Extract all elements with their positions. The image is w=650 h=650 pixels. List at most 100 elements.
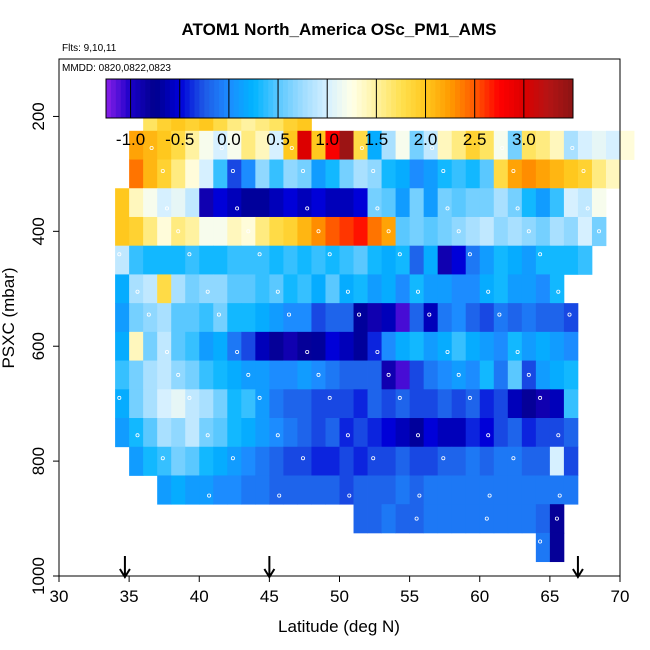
heatmap-cell: [157, 331, 172, 361]
sample-point: [230, 168, 235, 173]
heatmap-cell: [339, 331, 354, 361]
heatmap-cell: [521, 188, 537, 218]
heatmap-cell: [451, 475, 467, 505]
heatmap-cell: [381, 303, 396, 333]
heatmap-cell: [185, 446, 200, 476]
colorbar-segment: [415, 79, 422, 118]
heatmap-cell: [269, 303, 284, 333]
sample-point: [219, 145, 224, 150]
heatmap-cell: [493, 418, 509, 448]
heatmap-cell: [479, 188, 495, 218]
heatmap-cell: [115, 245, 130, 275]
sample-point: [216, 312, 221, 317]
sample-point: [246, 229, 251, 234]
heatmap-cell: [283, 274, 298, 304]
heatmap-cell: [199, 216, 214, 247]
heatmap-cell: [563, 389, 579, 419]
heatmap-cell: [451, 331, 467, 361]
heatmap-cell: [199, 130, 214, 160]
heatmap-cell: [507, 274, 523, 304]
colorbar-segment: [499, 79, 505, 118]
colorbar-segment: [450, 79, 456, 118]
heatmap-cell: [213, 360, 228, 390]
heatmap-cell: [199, 360, 214, 390]
heatmap-cell: [185, 159, 200, 189]
x-tick-label: 40: [190, 587, 209, 606]
heatmap-cell: [409, 245, 425, 275]
colorbar-segment: [273, 79, 279, 118]
heatmap-cell: [549, 216, 565, 247]
colorbar-segment: [479, 79, 486, 118]
heatmap-cell: [521, 130, 537, 160]
heatmap-cell: [269, 389, 284, 419]
heatmap-cell: [381, 274, 396, 304]
x-axis: 30 35 40 45 50 55 60 65 70: [50, 576, 629, 606]
heatmap-cell: [437, 303, 453, 333]
sample-point: [511, 168, 516, 173]
sample-point: [230, 456, 235, 461]
sample-point: [160, 456, 165, 461]
heatmap-cell: [395, 360, 411, 390]
heatmap-cell: [395, 418, 411, 448]
heatmap-cell: [241, 274, 256, 304]
heatmap-cell: [339, 130, 354, 160]
heatmap-cell: [563, 188, 579, 218]
heatmap-cell: [409, 188, 425, 218]
colorbar-segment: [130, 79, 136, 118]
colorbar-segment: [169, 79, 176, 118]
heatmap-cell: [367, 274, 382, 304]
heatmap-cell: [171, 331, 186, 361]
sample-point: [164, 206, 169, 211]
colorbar-segment: [504, 79, 510, 118]
colorbar-segment: [189, 79, 195, 118]
sample-point: [427, 312, 432, 317]
sample-point: [386, 229, 391, 234]
colorbar-segment: [219, 79, 225, 118]
colorbar-segment: [543, 79, 549, 118]
colorbar-segment: [214, 79, 220, 118]
heatmap-cell: [227, 245, 242, 275]
heatmap-cell: [521, 303, 537, 333]
sample-point: [538, 539, 543, 544]
heatmap-cell: [241, 475, 256, 505]
heatmap-cell: [353, 188, 368, 218]
colorbar-segment: [302, 79, 309, 118]
heatmap-cell: [143, 245, 158, 275]
heatmap-cell: [535, 188, 551, 218]
heatmap-cell: [409, 446, 425, 476]
heatmap-cell: [255, 159, 270, 189]
heatmap-cell: [563, 331, 579, 361]
colorbar-segment: [248, 79, 254, 118]
colorbar-segment: [533, 79, 540, 118]
heatmap-cell: [255, 475, 270, 505]
heatmap-cell: [465, 245, 481, 275]
heatmap-cell: [409, 303, 425, 333]
heatmap-cell: [339, 216, 354, 247]
heatmap-cell: [213, 188, 228, 218]
sample-point: [430, 145, 435, 150]
heatmap-cell: [493, 159, 509, 189]
sample-point: [305, 349, 310, 354]
heatmap-cell: [549, 159, 565, 189]
heatmap-cell: [423, 274, 439, 304]
heatmap-cell: [437, 245, 453, 275]
heatmap-cell: [549, 130, 565, 160]
sample-point: [415, 289, 420, 294]
heatmap-cell: [199, 418, 214, 448]
y-tick-label: 200: [29, 102, 48, 130]
heatmap-cell: [451, 389, 467, 419]
colorbar-segment: [553, 79, 559, 118]
heatmap-cell: [423, 389, 439, 419]
heatmap-cell: [367, 389, 382, 419]
heatmap-cell: [493, 130, 509, 160]
heatmap-cell: [185, 188, 200, 218]
colorbar-segment: [106, 79, 112, 118]
heatmap-cell: [311, 389, 326, 419]
heatmap-cell: [129, 159, 144, 189]
heatmap-cell: [269, 360, 284, 390]
heatmap-cell: [283, 389, 298, 419]
flight-arrows: [119, 556, 584, 579]
colorbar-segment: [563, 79, 569, 118]
heatmap-cell: [535, 360, 551, 390]
